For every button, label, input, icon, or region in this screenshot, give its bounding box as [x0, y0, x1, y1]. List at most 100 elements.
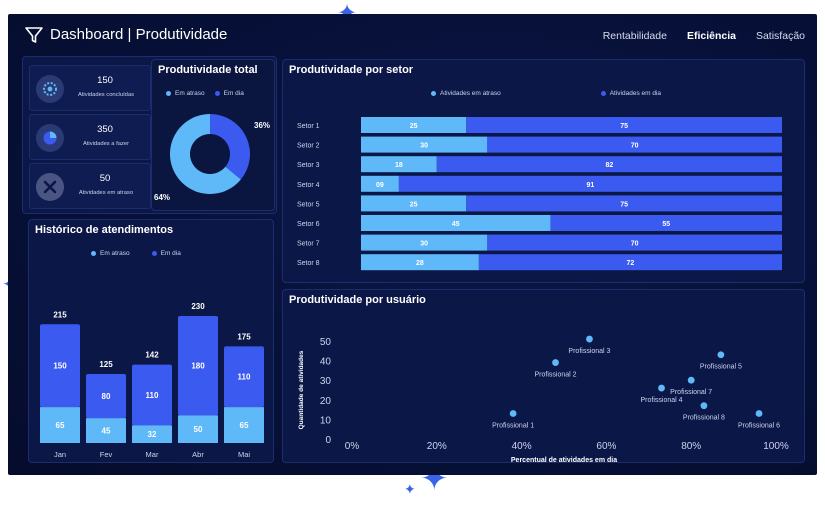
setor-data-label: 75 [620, 123, 628, 130]
nav-tab-rentabilidade[interactable]: Rentabilidade [602, 30, 667, 42]
kpi-card-a-fazer: 350 Atividades a fazer [29, 114, 151, 160]
scatter-point [509, 410, 517, 417]
setor-data-label: 45 [452, 221, 460, 228]
top-nav: Rentabilidade Eficiência Satisfação [603, 30, 805, 42]
legend-item-em-dia: Em dia [151, 250, 181, 257]
hist-total-label: 215 [53, 310, 67, 319]
scatter-point-label: Profissional 4 [641, 397, 683, 404]
legend: Atividades em atraso Atividades em dia [431, 90, 661, 97]
hist-data-label: 65 [56, 421, 65, 430]
hist-data-label: 32 [148, 430, 157, 439]
nav-tab-eficiencia[interactable]: Eficiência [686, 30, 736, 42]
setor-data-label: 28 [416, 260, 424, 267]
hist-data-label: 110 [146, 391, 159, 400]
hist-tick-label: Mar [146, 450, 159, 459]
hist-data-label: 65 [240, 421, 249, 430]
setor-bar-em-atraso [361, 234, 488, 251]
hist-bar-em-atraso [224, 407, 264, 443]
setor-data-label: 18 [395, 162, 403, 169]
hist-bar-em-dia [86, 373, 126, 419]
scatter-point [552, 359, 559, 366]
setor-tick-label: Setor 7 [297, 241, 320, 248]
setor-data-label: 72 [627, 260, 635, 267]
hist-bar-em-dia [178, 316, 218, 416]
setor-bar-em-atraso [361, 254, 479, 271]
setor-data-label: 70 [631, 143, 639, 150]
scatter-point [586, 335, 593, 343]
historico-panel: Histórico de atendimentos Em atraso Em d… [28, 219, 274, 463]
pie-chart-icon [36, 124, 64, 152]
hist-data-label: 45 [102, 427, 111, 436]
setor-data-label: 30 [420, 241, 428, 248]
setor-data-label: 09 [376, 182, 384, 189]
scatter-point-label: Profissional 1 [492, 423, 534, 430]
setor-tick-label: Setor 3 [297, 162, 320, 169]
scatter-point [658, 384, 665, 392]
page-title: Dashboard | Produtividade [50, 26, 228, 43]
produtividade-total-panel: Produtividade total Em atraso Em dia 64%… [151, 59, 275, 211]
setor-tick-label: Setor 8 [297, 260, 320, 267]
hist-total-label: 125 [99, 360, 113, 369]
hist-bar-em-dia [132, 364, 172, 426]
legend-item-em-dia: Em dia [214, 90, 244, 97]
legend-item-atividades-dia: Atividades em dia [600, 90, 661, 97]
scatter-y-axis-label: Quantidade de atividades [298, 350, 305, 429]
setor-bar-em-dia [466, 195, 782, 212]
scatter-point [687, 376, 695, 384]
kpi-value: 50 [99, 173, 111, 184]
kpi-label: Atividades em atraso [78, 190, 134, 196]
scatter-point [755, 410, 763, 417]
donut-chart: 64% 36% [154, 114, 270, 202]
scatter-x-tick-label: 100% [763, 441, 789, 452]
dashboard-window: Dashboard | Produtividade Rentabilidade … [8, 14, 817, 475]
kpi-value: 350 [97, 124, 113, 135]
setor-data-label: 70 [631, 241, 639, 248]
hist-tick-label: Jan [54, 450, 66, 459]
kpi-value: 150 [97, 75, 113, 86]
hist-data-label: 80 [102, 392, 111, 401]
setor-tick-label: Setor 6 [297, 221, 320, 228]
setor-data-label: 82 [605, 162, 613, 169]
setor-data-label: 75 [620, 201, 628, 208]
scatter-x-tick-label: 80% [681, 441, 701, 452]
scatter-y-tick-label: 20 [320, 396, 332, 407]
legend-item-atividades-atraso: Atividades em atraso [431, 90, 501, 97]
scatter-point-label: Profissional 5 [700, 364, 742, 371]
usuario-scatter-chart: 0 10 20 30 40 50 0% 20% 40% 60% 80% 100% Percentual … [298, 335, 789, 462]
hist-data-label: 180 [191, 362, 205, 371]
setor-bar-em-dia [550, 215, 782, 231]
panel-title: Produtividade total [158, 64, 258, 76]
legend: Em atraso Em dia [166, 90, 244, 97]
scatter-x-tick-label: 40% [512, 441, 532, 452]
kpi-card-concluidas: 150 Atividades concluídas [29, 65, 151, 111]
scatter-y-tick-label: 10 [320, 415, 332, 426]
scatter-point-label: Profissional 2 [535, 372, 577, 379]
setor-data-label: 30 [420, 143, 428, 150]
sparkle-icon: ✦ [404, 481, 416, 497]
scatter-x-tick-label: 0% [345, 441, 360, 452]
scatter-point-label: Profissional 6 [738, 423, 780, 430]
hist-data-label: 110 [238, 373, 251, 382]
setor-bar-em-dia [466, 117, 782, 133]
hist-bar-em-atraso [86, 418, 126, 443]
setor-tick-label: Setor 1 [297, 123, 320, 130]
kpi-label: Atividades concluídas [77, 92, 135, 98]
hist-total-label: 175 [237, 332, 251, 341]
kpi-label: Atividades a fazer [82, 141, 130, 147]
scatter-y-tick-label: 40 [320, 357, 332, 368]
close-icon [36, 173, 64, 201]
nav-tab-satisfacao[interactable]: Satisfação [755, 30, 805, 42]
donut-label-em-dia: 36% [254, 121, 270, 130]
top-bar: Dashboard | Produtividade Rentabilidade … [8, 14, 817, 56]
panel-title: Produtividade por setor [289, 64, 414, 76]
setor-data-label: 25 [410, 123, 418, 130]
setor-data-label: 91 [587, 182, 595, 189]
scatter-y-tick-label: 0 [325, 435, 331, 446]
hist-total-label: 142 [145, 351, 159, 360]
setor-bar-em-atraso [361, 175, 399, 192]
legend-item-em-atraso: Em atraso [166, 90, 205, 97]
scatter-point-label: Profissional 7 [670, 389, 712, 396]
donut-slice-em-dia [210, 114, 250, 180]
setor-bar-em-atraso [361, 156, 437, 173]
hist-data-label: 50 [194, 425, 203, 434]
